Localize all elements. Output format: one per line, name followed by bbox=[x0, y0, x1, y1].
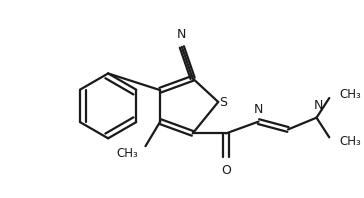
Text: N: N bbox=[314, 99, 323, 112]
Text: S: S bbox=[219, 96, 227, 109]
Text: N: N bbox=[177, 28, 186, 41]
Text: CH₃: CH₃ bbox=[339, 88, 361, 101]
Text: CH₃: CH₃ bbox=[117, 147, 139, 160]
Text: N: N bbox=[254, 103, 263, 116]
Text: CH₃: CH₃ bbox=[339, 135, 361, 148]
Text: O: O bbox=[221, 164, 231, 177]
